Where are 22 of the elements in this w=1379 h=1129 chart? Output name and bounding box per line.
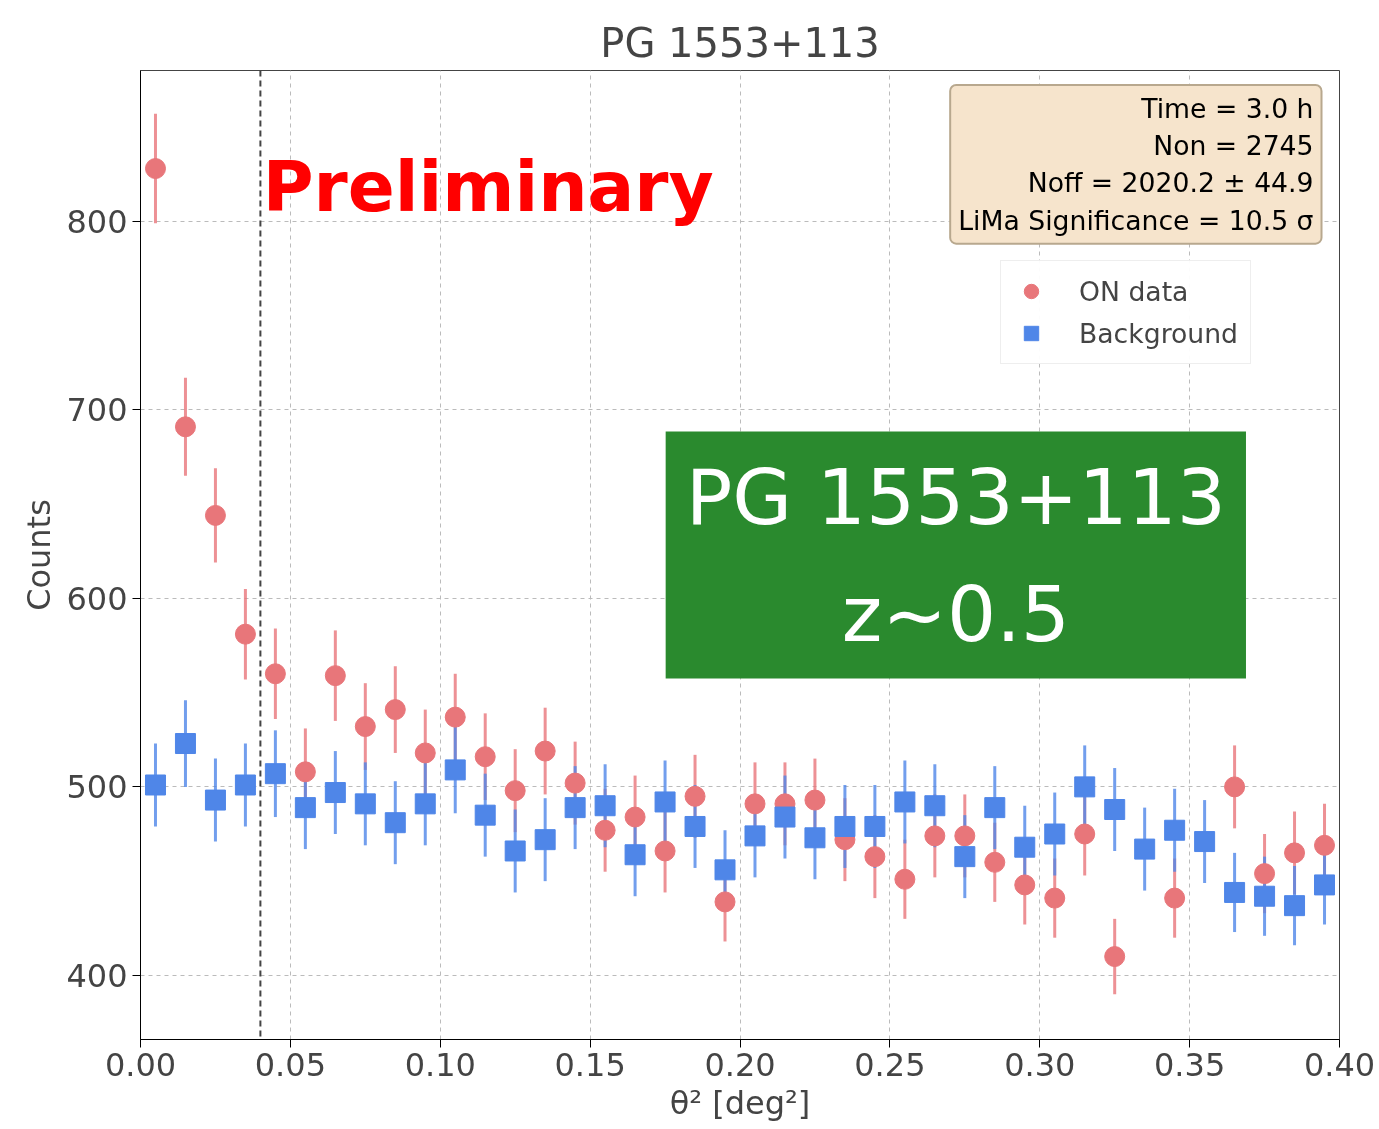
legend-label: ON data <box>1079 275 1189 307</box>
chart-title: PG 1553+113 <box>600 19 880 66</box>
x-tick-label: 0.10 <box>404 1045 476 1084</box>
x-tick-label: 0.00 <box>104 1045 177 1084</box>
annotation: Preliminary <box>262 146 714 227</box>
y-tick-label: 500 <box>66 768 128 807</box>
y-tick-label: 700 <box>66 391 128 430</box>
y-axis-title: Counts <box>20 499 59 611</box>
x-tick-label: 0.40 <box>1303 1045 1376 1084</box>
x-tick-label: 0.25 <box>854 1045 926 1084</box>
legend-label: Background <box>1079 317 1239 349</box>
x-tick-label: 0.15 <box>554 1045 626 1084</box>
y-tick-label: 800 <box>66 202 128 241</box>
annotation: PG 1553+113 z~0.5 <box>685 451 1226 659</box>
y-tick-label: 400 <box>66 956 128 995</box>
x-tick-label: 0.20 <box>704 1045 776 1084</box>
x-tick-label: 0.35 <box>1154 1045 1226 1084</box>
x-tick-label: 0.05 <box>254 1045 326 1084</box>
x-tick-label: 0.30 <box>1004 1045 1076 1084</box>
annotation: Time = 3.0 h Non = 2745 Noff = 2020.2 ± 44.9 LiMa Significance = 10.5 σ <box>958 93 1314 236</box>
x-axis-title: θ² [deg²] <box>669 1083 811 1122</box>
y-tick-label: 600 <box>66 579 128 618</box>
